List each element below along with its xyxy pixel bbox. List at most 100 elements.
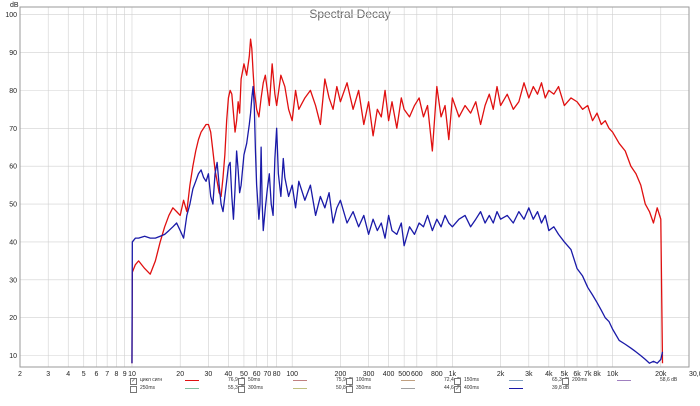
legend-item: 150ms 65,3 dB: [454, 377, 569, 385]
x-tick-label: 10k: [607, 371, 619, 378]
x-tick-label: 20k: [655, 371, 667, 378]
y-tick-label: 10: [9, 353, 17, 360]
x-tick-label: 30,0k Hz: [689, 371, 700, 378]
x-tick-label: 1k: [449, 371, 457, 378]
x-tick-label: 8: [114, 371, 118, 378]
legend-checkbox[interactable]: [346, 378, 353, 385]
legend-value: 50,8 dB: [336, 385, 354, 391]
legend-item: 300ms 50,8 dB: [238, 385, 353, 393]
y-tick-label: 50: [9, 202, 17, 209]
x-tick-label: 30: [205, 371, 213, 378]
legend-line-swatch: [509, 388, 523, 389]
legend-checkbox[interactable]: [454, 378, 461, 385]
legend-line-swatch: [401, 380, 415, 381]
legend-checkbox[interactable]: [238, 386, 245, 393]
legend-line-swatch: [185, 380, 199, 381]
legend-checkbox[interactable]: [238, 378, 245, 385]
x-tick-label: 2k: [497, 371, 505, 378]
x-tick-label: 80: [273, 371, 281, 378]
legend-label: 150ms: [464, 377, 480, 383]
x-tick-label: 4k: [545, 371, 553, 378]
y-axis: 10 20 30 40 50 60 70 80 90 100: [5, 12, 17, 360]
legend-checkbox[interactable]: [346, 386, 353, 393]
x-tick-label: 70: [263, 371, 271, 378]
x-tick-label: 9: [123, 371, 127, 378]
legend-label: 400ms: [464, 385, 480, 391]
x-tick-label: 3: [46, 371, 50, 378]
legend-line-swatch: [617, 380, 631, 381]
legend-label: 350ms: [356, 385, 372, 391]
legend-checkbox[interactable]: [562, 378, 569, 385]
legend-line-swatch: [185, 388, 199, 389]
y-tick-label: 80: [9, 88, 17, 95]
x-tick-label: 40: [225, 371, 233, 378]
legend-label: 250ms: [140, 385, 156, 391]
legend-checkbox[interactable]: ✓: [454, 386, 461, 393]
legend-checkbox[interactable]: ✓: [130, 378, 137, 385]
legend-value: 75,9 dB: [336, 377, 354, 383]
grid: [19, 7, 690, 367]
x-tick-label: 200: [335, 371, 347, 378]
legend-item: 50ms 75,9 dB: [238, 377, 353, 385]
legend-line-swatch: [293, 380, 307, 381]
x-tick-label: 8k: [593, 371, 601, 378]
legend-value: 58,6 dB: [660, 377, 678, 383]
legend-item: ✓ 400ms 39,8 dB: [454, 385, 569, 393]
legend-value: 55,3 dB: [228, 385, 246, 391]
y-tick-label: 70: [9, 126, 17, 133]
x-tick-label: 400: [383, 371, 395, 378]
legend-value: 76,9 dB: [228, 377, 246, 383]
series-line-signal-cycle: [131, 38, 664, 364]
legend-item: 200ms 58,6 dB: [562, 377, 677, 385]
y-tick-label: 30: [9, 277, 17, 284]
legend-line-swatch: [509, 380, 523, 381]
legend-item: 350ms 44,6 dB: [346, 385, 461, 393]
legend-label: 300ms: [248, 385, 264, 391]
x-axis: 2 3 4 5 6 7 8 9 10 20 30 40 50 60 70 80 100 200 300 400 500 6…: [18, 371, 700, 378]
legend-checkbox[interactable]: [130, 386, 137, 393]
legend-label: 200ms: [572, 377, 588, 383]
chart-title: Spectral Decay: [309, 7, 390, 21]
plot-area-border: [19, 6, 690, 368]
y-tick-label: 40: [9, 239, 17, 246]
legend-value: 72,4 dB: [444, 377, 462, 383]
legend-item: 100ms 72,4 dB: [346, 377, 461, 385]
x-tick-label: 100: [286, 371, 298, 378]
legend-line-swatch: [401, 388, 415, 389]
x-tick-label: 6: [94, 371, 98, 378]
x-tick-label: 3k: [525, 371, 533, 378]
x-tick-label: 20: [176, 371, 184, 378]
y-tick-label: 90: [9, 50, 17, 57]
y-tick-label: 20: [9, 315, 17, 322]
legend-line-swatch: [293, 388, 307, 389]
x-tick-label: 600: [411, 371, 423, 378]
x-tick-label: 4: [66, 371, 70, 378]
y-tick-label: 100: [5, 12, 17, 19]
x-tick-label: 5k: [561, 371, 569, 378]
x-tick-label: 300: [363, 371, 375, 378]
legend-label: цикл сигн: [140, 377, 163, 383]
legend-value: 65,3 dB: [552, 377, 570, 383]
legend-value: 44,6 dB: [444, 385, 462, 391]
legend-label: 100ms: [356, 377, 372, 383]
x-tick-label: 2: [18, 371, 22, 378]
y-unit-label: dB: [10, 2, 19, 9]
legend-value: 39,8 dB: [552, 385, 570, 391]
legend-label: 50ms: [248, 377, 261, 383]
legend: ✓ цикл сигн 76,9 dB 50ms 75,9 dB 100ms 72,4 dB…: [130, 377, 690, 401]
x-tick-label: 5: [82, 371, 86, 378]
x-tick-label: 50: [240, 371, 248, 378]
series-line-400ms: [131, 85, 664, 364]
x-tick-label: 60: [253, 371, 261, 378]
series-layer: [131, 38, 664, 364]
y-tick-label: 60: [9, 164, 17, 171]
x-tick-label: 7: [105, 371, 109, 378]
legend-item: 250ms 55,3 dB: [130, 385, 245, 393]
x-tick-label: 500: [398, 371, 410, 378]
x-tick-label: 800: [431, 371, 443, 378]
x-tick-label: 10: [128, 371, 136, 378]
x-tick-label: 6k: [573, 371, 581, 378]
legend-item: ✓ цикл сигн 76,9 dB: [130, 377, 245, 385]
x-tick-label: 7k: [584, 371, 592, 378]
